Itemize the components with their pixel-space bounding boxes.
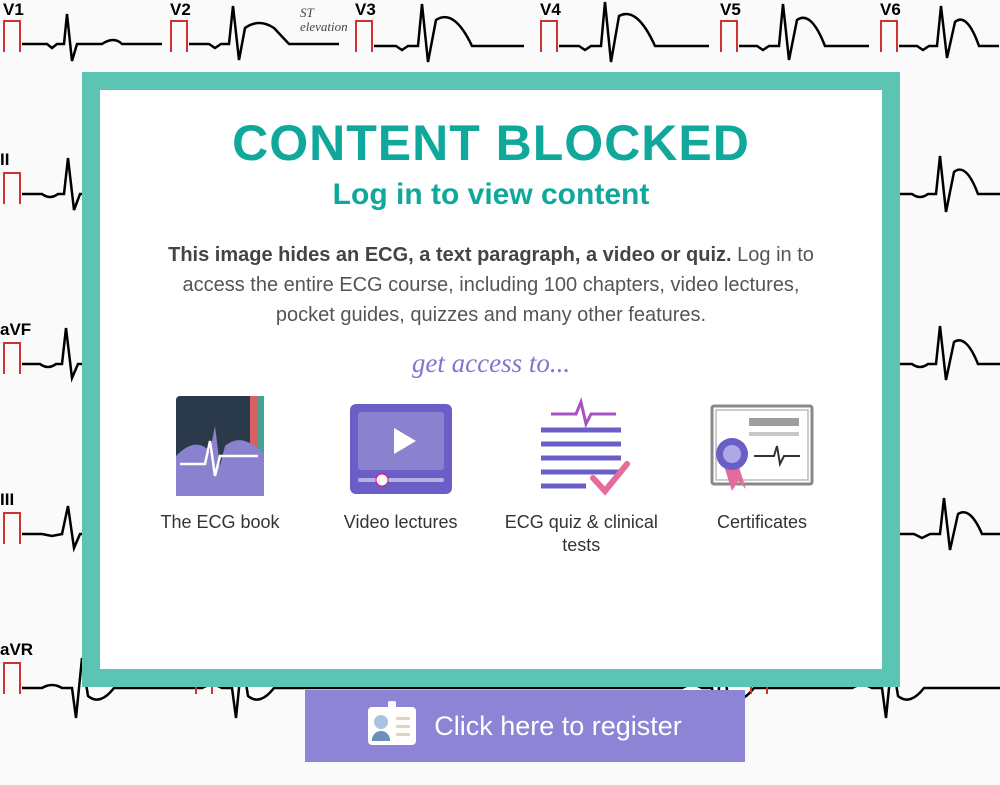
calib-v2 [170, 20, 188, 52]
ecg-wave [900, 318, 1000, 393]
ecg-wave [899, 0, 999, 70]
modal-title: CONTENT BLOCKED [232, 114, 750, 172]
modal-inner: CONTENT BLOCKED Log in to view content T… [100, 90, 882, 669]
lead-label-v6: V6 [880, 0, 901, 20]
calib-v4 [540, 20, 558, 52]
modal-description: This image hides an ECG, a text paragrap… [151, 240, 831, 330]
ecg-wave [374, 0, 524, 70]
calib-v1 [3, 20, 21, 52]
quiz-icon [521, 393, 641, 503]
content-blocked-modal: CONTENT BLOCKED Log in to view content T… [82, 72, 900, 687]
feature-ecg-book: The ECG book [140, 393, 300, 556]
lead-label-ii: II [0, 150, 9, 170]
certificate-icon [702, 393, 822, 503]
feature-quiz: ECG quiz & clinical tests [501, 393, 661, 556]
register-label: Click here to register [434, 711, 682, 742]
calib-avr [3, 662, 21, 694]
lead-label-v5: V5 [720, 0, 741, 20]
video-icon [341, 393, 461, 503]
lead-label-v2: V2 [170, 0, 191, 20]
feature-label: Video lectures [344, 511, 458, 534]
features-row: The ECG book Video lectures [140, 393, 842, 556]
ecg-wave [739, 0, 869, 70]
book-icon [160, 393, 280, 503]
feature-certificates: Certificates [682, 393, 842, 556]
modal-subtitle: Log in to view content [333, 178, 650, 212]
feature-label: ECG quiz & clinical tests [501, 511, 661, 556]
lead-label-v1: V1 [3, 0, 24, 20]
feature-video: Video lectures [321, 393, 481, 556]
calib-ii [3, 172, 21, 204]
get-access-label: get access to... [412, 348, 570, 379]
register-button[interactable]: Click here to register [305, 690, 745, 762]
lead-label-iii: III [0, 490, 14, 510]
calib-v6 [880, 20, 898, 52]
ecg-wave [900, 488, 1000, 563]
id-card-icon [368, 707, 416, 745]
ecg-wave [559, 0, 709, 70]
lead-label-v4: V4 [540, 0, 561, 20]
calib-iii [3, 512, 21, 544]
feature-label: Certificates [717, 511, 807, 534]
lead-label-v3: V3 [355, 0, 376, 20]
ecg-wave [22, 6, 162, 66]
feature-label: The ECG book [160, 511, 279, 534]
calib-v5 [720, 20, 738, 52]
desc-bold: This image hides an ECG, a text paragrap… [168, 244, 731, 266]
st-annotation: ST elevation [300, 6, 348, 35]
ecg-wave [900, 150, 1000, 225]
calib-v3 [355, 20, 373, 52]
calib-avf [3, 342, 21, 374]
